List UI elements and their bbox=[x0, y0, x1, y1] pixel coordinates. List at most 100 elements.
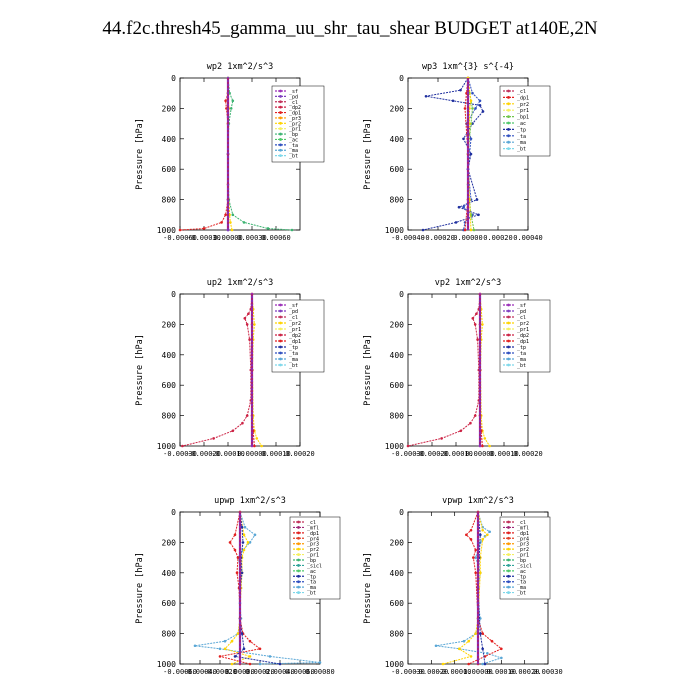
y-tick-label: 1000 bbox=[157, 442, 176, 451]
page-title: 44.f2c.thresh45_gamma_uu_shr_tau_shear B… bbox=[102, 18, 598, 39]
y-tick-label: 600 bbox=[162, 381, 177, 390]
x-tick-label: -0.00010 bbox=[438, 668, 472, 676]
legend-entry: _bt bbox=[289, 363, 298, 369]
series-point-pr2 bbox=[441, 662, 445, 666]
legend-marker bbox=[507, 542, 510, 546]
series-point-tp bbox=[451, 99, 455, 103]
legend-entry: _cl bbox=[517, 520, 526, 526]
series-point-ma bbox=[193, 644, 197, 648]
y-tick-label: 400 bbox=[162, 569, 177, 578]
legend-marker bbox=[279, 105, 282, 109]
legend-marker bbox=[507, 102, 510, 106]
legend-marker bbox=[507, 89, 510, 93]
series-point-pr2 bbox=[253, 323, 256, 326]
series-point-pr2 bbox=[242, 533, 246, 537]
y-tick-label: 0 bbox=[171, 74, 176, 83]
legend-entry: _pr2 bbox=[517, 102, 529, 108]
legend-entry: _ta bbox=[289, 351, 298, 357]
x-tick-label: 0.00060 bbox=[261, 234, 291, 242]
x-tick-label: -0.00030 bbox=[391, 668, 425, 676]
series-point-pr2 bbox=[255, 437, 259, 440]
x-tick-label: -0.00020 bbox=[415, 450, 449, 458]
legend-marker bbox=[297, 526, 300, 529]
series-point-pr2 bbox=[479, 571, 482, 575]
legend-entry: _tp bbox=[307, 574, 316, 580]
legend-marker bbox=[507, 526, 510, 529]
legend-entry: _pr2 bbox=[289, 321, 301, 327]
series-point-pr2 bbox=[469, 655, 473, 658]
series-point-pr2 bbox=[229, 221, 232, 224]
series-point-tp bbox=[421, 228, 425, 232]
series-point-pr2 bbox=[242, 548, 246, 552]
legend-marker bbox=[507, 147, 510, 151]
x-tick-label: -0.00030 bbox=[163, 450, 197, 458]
legend-marker bbox=[507, 547, 510, 551]
plot-title: upwp 1xm^2/s^3 bbox=[214, 496, 286, 506]
legend-entry: _dp1 bbox=[517, 95, 529, 101]
y-tick-label: 200 bbox=[162, 104, 177, 113]
legend-entry: _cl bbox=[289, 315, 298, 321]
series-point-pr2 bbox=[488, 444, 491, 448]
y-tick-label: 400 bbox=[390, 569, 405, 578]
series-point-dp1 bbox=[202, 227, 206, 230]
x-tick-label: 0.00020 bbox=[483, 234, 513, 242]
series-point-dp1 bbox=[253, 444, 256, 448]
legend-marker bbox=[297, 520, 300, 524]
legend-marker bbox=[507, 121, 510, 125]
series-point-bp1 bbox=[472, 228, 476, 232]
y-tick-label: 200 bbox=[162, 320, 177, 329]
series-point-tp bbox=[233, 655, 237, 658]
legend-marker bbox=[507, 303, 510, 307]
legend-marker bbox=[279, 315, 282, 319]
legend-entry: _dp1 bbox=[289, 339, 301, 345]
legend-marker bbox=[297, 564, 300, 567]
x-tick-label: 0.00020 bbox=[285, 450, 315, 458]
series-point-pr2 bbox=[486, 533, 489, 537]
series-point-tp bbox=[462, 137, 465, 141]
legend-marker bbox=[507, 321, 510, 325]
x-tick-label: -0.00020 bbox=[187, 450, 221, 458]
legend-entry: _sf bbox=[517, 303, 526, 309]
series-point-pr2 bbox=[481, 528, 484, 532]
y-tick-label: 800 bbox=[390, 630, 405, 639]
y-tick-label: 600 bbox=[162, 599, 177, 608]
x-tick-label: -0.00060 bbox=[163, 234, 197, 242]
series-point-bp bbox=[229, 107, 233, 110]
y-tick-label: 1000 bbox=[157, 660, 176, 669]
series-point-tp bbox=[479, 533, 482, 537]
legend-entry: _bp bbox=[289, 132, 298, 138]
legend-box bbox=[289, 516, 341, 600]
legend-marker bbox=[507, 333, 510, 337]
legend-marker bbox=[507, 108, 510, 112]
x-tick-label: 0.00000 bbox=[237, 450, 267, 458]
x-tick-label: 0.00010 bbox=[487, 668, 517, 676]
series-point-pr2 bbox=[469, 99, 473, 103]
y-tick-label: 400 bbox=[390, 351, 405, 360]
legend-marker bbox=[279, 148, 282, 152]
series-point-dp1 bbox=[463, 107, 467, 110]
legend-marker bbox=[279, 363, 282, 367]
legend-marker bbox=[507, 574, 510, 578]
y-axis-label: Pressure [hPa] bbox=[135, 334, 145, 406]
x-tick-label: 0.00000 bbox=[465, 450, 495, 458]
legend-entry: _ac bbox=[517, 569, 526, 575]
y-tick-label: 1000 bbox=[385, 226, 404, 235]
legend-marker bbox=[507, 536, 510, 540]
legend-entry: _cl bbox=[307, 520, 316, 526]
series-point-ma bbox=[486, 652, 489, 655]
legend-entry: _ac bbox=[517, 121, 526, 127]
series-point-dp1 bbox=[236, 556, 240, 559]
y-tick-label: 0 bbox=[399, 74, 404, 83]
series-point-pr2 bbox=[481, 538, 484, 541]
legend-marker bbox=[507, 115, 510, 118]
legend-marker bbox=[279, 143, 282, 147]
y-axis-label: Pressure [hPa] bbox=[135, 552, 145, 624]
legend-entry: _bp bbox=[307, 558, 316, 564]
legend-marker bbox=[507, 345, 510, 349]
legend-marker bbox=[507, 585, 510, 589]
legend-entry: _cl bbox=[517, 315, 526, 321]
legend-entry: _pr3 bbox=[289, 116, 301, 122]
series-point-ma bbox=[218, 647, 222, 651]
legend-entry: _pr1 bbox=[517, 108, 529, 114]
legend-entry: _mfl bbox=[307, 525, 319, 531]
